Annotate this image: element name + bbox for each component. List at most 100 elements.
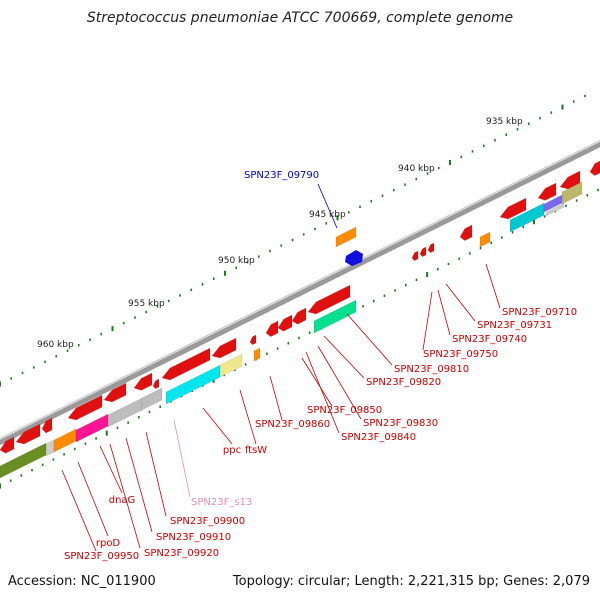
- genome-backbone: [0, 139, 600, 446]
- gene-label: SPN23F_09910: [156, 532, 231, 543]
- outer-scale-tick: [505, 133, 508, 136]
- inner-scale-tick: [501, 236, 503, 239]
- inner-scale-tick: [415, 278, 418, 282]
- inner-scale-tick: [105, 430, 108, 436]
- gene-label: SPN23F_09900: [170, 516, 245, 527]
- gene-label: SPN23F_09860: [255, 419, 330, 430]
- label-leader-line: [485, 263, 501, 309]
- outer-scale-tick: [437, 166, 440, 170]
- gene-arrow: [427, 242, 435, 254]
- inner-scale-tick: [9, 479, 12, 482]
- gene-label: ppc: [223, 445, 241, 456]
- outer-scale-tick: [561, 104, 564, 110]
- outer-scale-tick: [257, 255, 260, 258]
- outer-scale-tick: [111, 326, 114, 332]
- scale-label: 955 kbp: [128, 299, 165, 309]
- gene-label: SPN23F_09710: [502, 307, 577, 318]
- outer-scale-tick: [100, 332, 103, 336]
- outer-scale-tick: [392, 188, 395, 192]
- label-leader-line: [173, 419, 191, 498]
- inner-scale-tick: [63, 453, 65, 456]
- inner-scale-tick: [458, 257, 460, 260]
- outer-scale-tick: [550, 111, 553, 114]
- gene-arrow: [411, 250, 419, 262]
- scale-label: 945 kbp: [309, 210, 346, 220]
- label-leader-line: [317, 345, 362, 420]
- inner-scale-tick: [244, 363, 247, 366]
- gene-label: SPN23F_09740: [452, 334, 527, 345]
- scale-label: 960 kbp: [37, 340, 74, 350]
- inner-scale-tick: [148, 410, 151, 414]
- inner-scale-tick: [426, 272, 429, 278]
- feature-tracks: [0, 160, 600, 479]
- outer-scale-tick: [426, 172, 429, 175]
- inner-scale-tick: [223, 373, 226, 377]
- feature-box: [219, 353, 243, 378]
- inner-scale-tick: [447, 262, 450, 266]
- outer-scale-tick: [145, 310, 148, 314]
- genome-summary: Topology: circular; Length: 2,221,315 bp…: [232, 574, 590, 589]
- inner-scale-tick: [116, 426, 119, 430]
- feature-box: [253, 347, 261, 362]
- outer-scale-tick: [314, 227, 316, 231]
- outer-scale-tick: [584, 94, 586, 98]
- label-leader-line: [437, 289, 451, 336]
- label-leader-line: [323, 335, 365, 379]
- gene-arrow: [41, 417, 53, 434]
- outer-scale-tick: [572, 100, 575, 103]
- label-leader-line: [61, 469, 97, 552]
- inner-scale-tick: [565, 204, 567, 208]
- label-leader-line: [305, 351, 340, 434]
- inner-scale-tick: [73, 447, 76, 451]
- label-leader-line: [269, 375, 283, 421]
- gene-arrow: [67, 394, 103, 421]
- gene-label: ftsW: [245, 445, 267, 456]
- gene-arrow: [307, 284, 351, 315]
- inner-scale-tick: [372, 299, 375, 303]
- inner-scale-tick: [84, 442, 87, 445]
- inner-scale-tick: [266, 352, 268, 356]
- inner-scale-tick: [234, 368, 236, 371]
- feature-box: [561, 181, 583, 205]
- gene-arrow: [277, 314, 293, 332]
- label-leader-line: [422, 291, 433, 351]
- feature-box: [45, 439, 55, 457]
- inner-scale-tick: [138, 416, 140, 419]
- feature-box: [141, 387, 163, 411]
- outer-scale-tick: [415, 177, 418, 181]
- outer-scale-tick: [449, 159, 451, 165]
- scale-labels: 935 kbp 940 kbp 945 kbp 950 kbp 955 kbp 960 k…: [37, 117, 523, 350]
- gene-arrow: [211, 337, 237, 359]
- gene-label: SPN23F_09790: [244, 170, 319, 181]
- outer-scale-tick: [381, 194, 384, 197]
- gene-label: SPN23F_09820: [366, 377, 441, 388]
- outer-scale-tick: [55, 355, 58, 358]
- outer-scale-tick: [482, 144, 485, 148]
- outer-scale-tick: [122, 321, 125, 325]
- label-leader-line: [99, 445, 123, 494]
- outer-scale-tick: [44, 360, 46, 364]
- gene-labels: SPN23F_09790 SPN23F_09710 SPN23F_09731 SPN2…: [64, 170, 577, 562]
- feature-box: [165, 364, 221, 405]
- outer-scale-tick: [32, 366, 35, 369]
- gene-arrow: [249, 334, 257, 346]
- gene-arrow: [291, 307, 307, 325]
- inner-scale-tick: [532, 219, 535, 225]
- outer-scale-tick: [359, 205, 361, 208]
- gene-arrow: [103, 382, 127, 403]
- inner-scale-tick: [404, 283, 407, 287]
- outer-scale-tick: [516, 128, 519, 131]
- outer-scale-tick: [347, 211, 350, 214]
- feature-box: [107, 397, 143, 428]
- outer-scale-tick: [66, 349, 69, 352]
- feature-box: [545, 202, 565, 217]
- label-leader-line: [301, 357, 333, 407]
- inner-scale-tick: [159, 405, 161, 408]
- gene-arrow: [133, 372, 153, 391]
- outer-scale-tick: [370, 200, 373, 203]
- gene-arrow: [499, 197, 527, 220]
- inner-scale-tick: [490, 241, 493, 245]
- gene-arrow: [537, 182, 557, 201]
- outer-scale-tick: [0, 381, 1, 387]
